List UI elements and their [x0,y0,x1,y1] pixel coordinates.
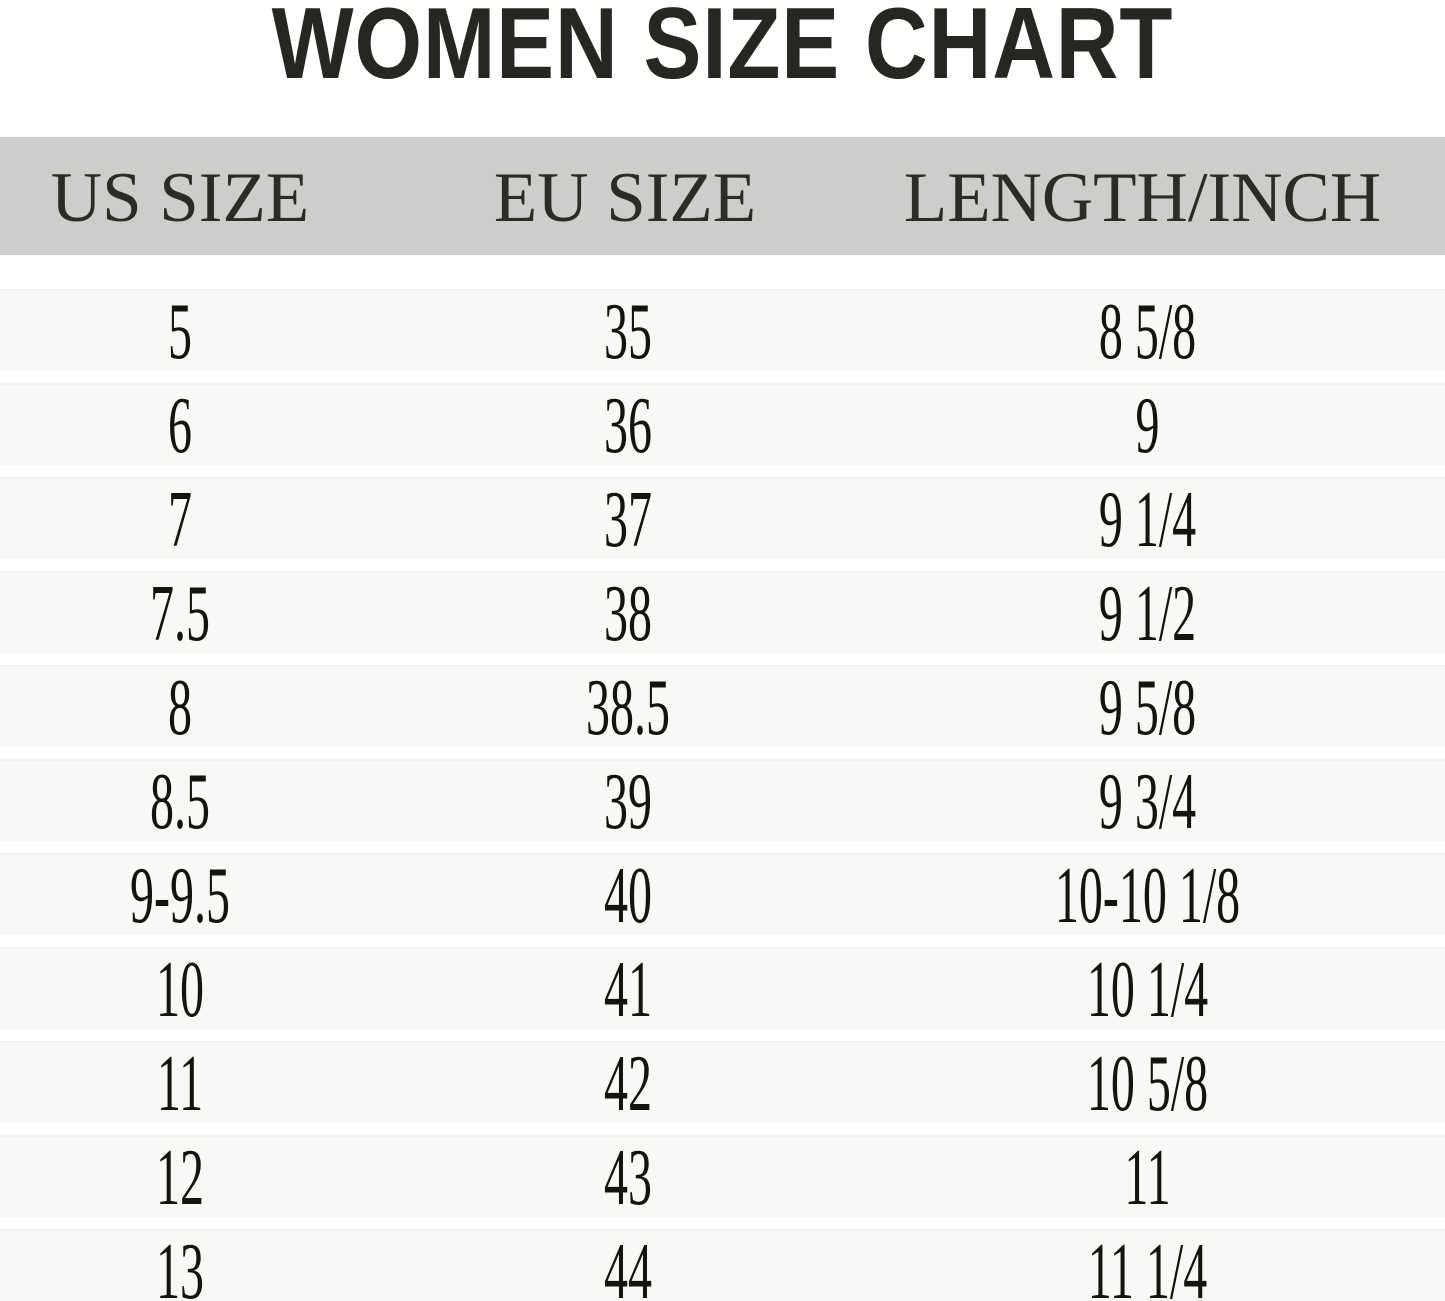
column-header-us-size: US SIZE [50,159,310,237]
cell-us-size: 5 [168,288,192,376]
row-background [0,289,1445,371]
cell-length-inch: 11 [1124,1134,1171,1222]
cell-eu-size: 38.5 [586,664,670,752]
cell-length-inch: 9 3/4 [1098,758,1197,846]
cell-length-inch: 9 5/8 [1098,664,1197,752]
cell-us-size: 8 [168,664,192,752]
table-row: 8.5 39 9 3/4 [0,753,1445,847]
cell-length-inch: 8 5/8 [1098,288,1197,376]
table-row: 5 35 8 5/8 [0,283,1445,377]
cell-length-inch: 10 5/8 [1086,1040,1209,1128]
cell-us-size: 10 [156,946,204,1034]
cell-us-size: 12 [156,1134,204,1222]
cell-eu-size: 40 [604,852,652,940]
row-background [0,1041,1445,1123]
cell-eu-size: 38 [604,570,652,658]
table-row: 12 43 11 [0,1129,1445,1223]
row-background [0,571,1445,653]
cell-us-size: 8.5 [150,758,210,846]
cell-eu-size: 39 [604,758,652,846]
row-background [0,477,1445,559]
cell-length-inch: 10 1/4 [1086,946,1209,1034]
cell-us-size: 7 [168,476,192,564]
row-background [0,853,1445,935]
row-background [0,759,1445,841]
cell-us-size: 11 [156,1040,204,1128]
cell-eu-size: 44 [604,1228,652,1301]
cell-eu-size: 37 [604,476,652,564]
table-row: 7.5 38 9 1/2 [0,565,1445,659]
page-title: WOMEN SIZE CHART [271,0,1174,100]
row-background [0,383,1445,465]
cell-length-inch: 10-10 1/8 [1054,852,1241,940]
column-header-length-inch: LENGTH/INCH [903,159,1382,237]
row-background [0,665,1445,747]
row-background [0,1229,1445,1301]
cell-eu-size: 36 [604,382,652,470]
cell-eu-size: 35 [604,288,652,376]
row-background [0,1135,1445,1217]
column-header-eu-size: EU SIZE [493,159,757,237]
row-background [0,947,1445,1029]
table-row: 10 41 10 1/4 [0,941,1445,1035]
cell-length-inch: 9 [1135,382,1160,470]
cell-length-inch: 9 1/2 [1098,570,1197,658]
cell-length-inch: 9 1/4 [1098,476,1197,564]
cell-eu-size: 41 [604,946,652,1034]
table-row: 11 42 10 5/8 [0,1035,1445,1129]
cell-us-size: 6 [168,382,192,470]
cell-eu-size: 42 [604,1040,652,1128]
table-header-row: US SIZE EU SIZE LENGTH/INCH [0,137,1445,255]
table-row: 9-9.5 40 10-10 1/8 [0,847,1445,941]
cell-us-size: 9-9.5 [130,852,230,940]
table-row: 8 38.5 9 5/8 [0,659,1445,753]
cell-us-size: 7.5 [150,570,210,658]
cell-us-size: 13 [156,1228,204,1301]
table-body: 5 35 8 5/8 6 36 9 7 37 9 1/4 7.5 38 9 1/2 8 38.5 9 5/8… [0,283,1445,1301]
table-row: 13 44 11 1/4 [0,1223,1445,1301]
table-row: 7 37 9 1/4 [0,471,1445,565]
table-row: 6 36 9 [0,377,1445,471]
cell-eu-size: 43 [604,1134,652,1222]
cell-length-inch: 11 1/4 [1087,1228,1208,1301]
